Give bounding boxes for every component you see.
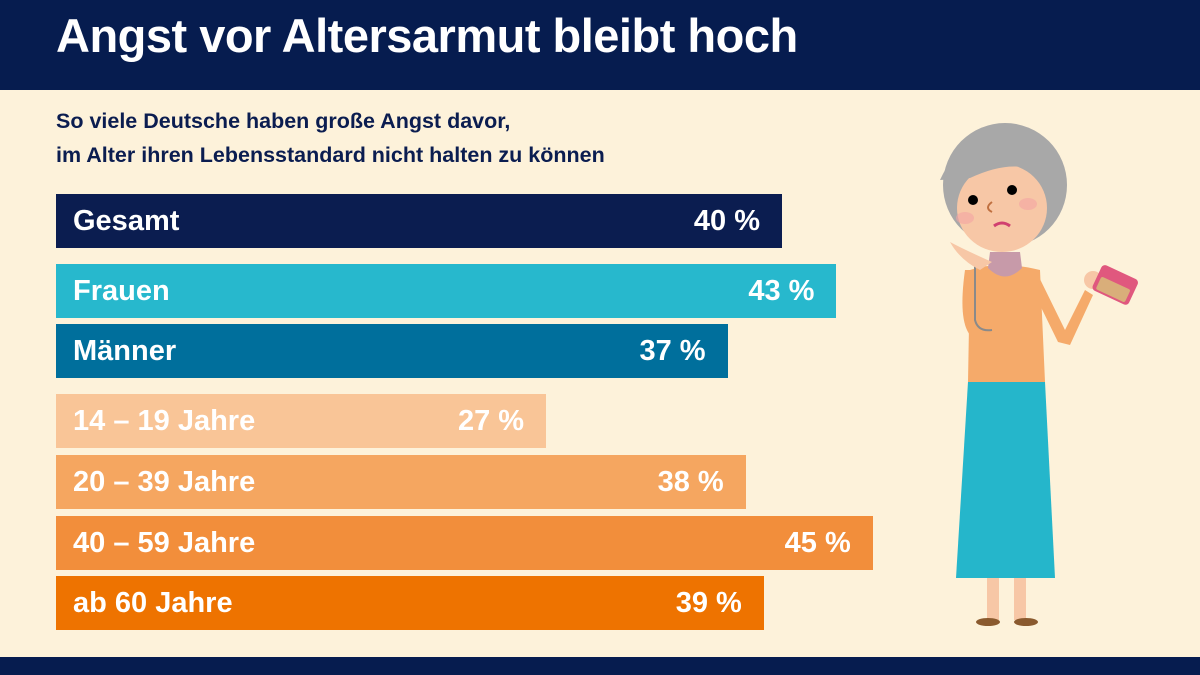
elderly-woman-illustration (940, 123, 1138, 626)
bar-category-label: 14 – 19 Jahre (73, 405, 256, 437)
bar-category-label: Gesamt (73, 205, 180, 237)
bar-value-label: 27 % (457, 405, 525, 437)
bar-3: Männer 37 % (56, 324, 728, 378)
subtitle: So viele Deutsche haben große Angst davo… (56, 104, 605, 172)
bar-category-label: Männer (73, 335, 177, 367)
subtitle-line-2: im Alter ihren Lebensstandard nicht halt… (56, 143, 605, 167)
bar-category-label: ab 60 Jahre (73, 587, 233, 619)
bar-value-label: 39 % (675, 587, 742, 619)
bar-5: 20 – 39 Jahre 38 % (56, 455, 746, 509)
bar-category-label: Frauen (73, 275, 170, 307)
subtitle-line-1: So viele Deutsche haben große Angst davo… (56, 109, 511, 133)
bar-value-label: 38 % (657, 466, 724, 498)
bar-2: Frauen 43 % (56, 264, 837, 318)
bar-4: 14 – 19 Jahre 27 % (56, 394, 547, 448)
bar-value-label: 43 % (748, 275, 815, 307)
header-banner: Angst vor Altersarmut bleibt hoch (0, 0, 1200, 90)
bar-7: ab 60 Jahre 39 % (56, 576, 764, 630)
bar-6: 40 – 59 Jahre 45 % (56, 516, 873, 570)
footer-banner (0, 657, 1200, 675)
bar-value-label: 45 % (784, 527, 851, 559)
page-title: Angst vor Altersarmut bleibt hoch (56, 9, 798, 62)
bar-value-label: 37 % (639, 335, 706, 367)
bar-value-label: 40 % (693, 205, 760, 237)
bar-category-label: 40 – 59 Jahre (73, 527, 256, 559)
bar-category-label: 20 – 39 Jahre (73, 466, 256, 498)
bar-1: Gesamt 40 % (56, 194, 782, 248)
